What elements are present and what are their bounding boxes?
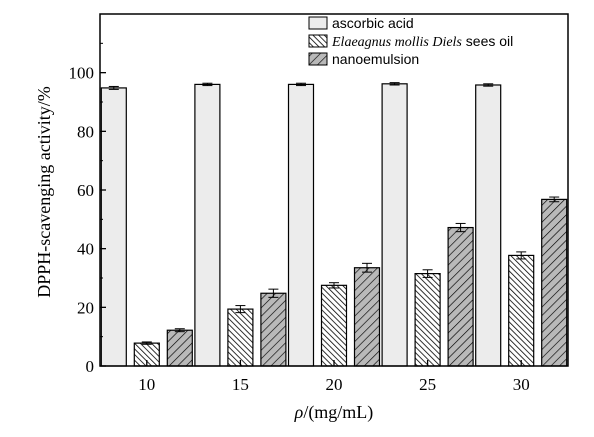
x-tick-label: 25 [419,375,436,394]
bar-s1-15 [227,308,254,367]
x-tick-label: 20 [326,375,343,394]
y-tick-label: 100 [69,64,95,83]
legend-label-0: ascorbic acid [332,15,414,31]
bar-s2-30 [541,198,568,367]
bar-s2-20 [353,267,381,367]
legend-label-text-0: ascorbic acid [332,15,414,31]
bar-s0-25 [381,83,408,367]
x-axis-title: ρ/(mg/mL) [294,402,374,423]
bar-s1-25 [414,273,441,367]
bar-s0-30 [475,84,502,367]
legend-label-1: Elaeagnus mollis Diels sees oil [331,33,513,50]
bar-s1-20 [320,284,348,367]
bar-s0-20 [287,83,315,367]
bar-s1-30 [508,254,535,367]
legend-swatch-2 [308,52,328,66]
x-tick-label: 10 [138,375,155,394]
y-axis-title: DPPH-scavenging activity/% [34,86,54,297]
y-tick-label: 40 [77,240,94,259]
legend-swatch-1 [308,34,328,48]
bar-s2-25 [447,226,474,367]
legend-label-text-1: sees oil [462,33,513,49]
legend-label-text-2: nanoemulsion [332,51,419,67]
bar-s0-10 [100,87,127,367]
bar-s0-15 [194,83,221,367]
x-tick-label: 30 [513,375,530,394]
bars-layer [100,83,568,367]
x-tick-label: 15 [232,375,249,394]
x-axis-title-symbol: ρ [294,402,304,422]
x-axis: 10 15 20 25 30 [138,360,530,394]
y-axis: 0 20 40 60 80 100 [69,42,106,376]
bar-s2-15 [260,292,287,367]
y-tick-label: 60 [77,181,94,200]
y-tick-label: 0 [86,357,95,376]
legend: ascorbic acid Elaeagnus mollis Diels sees… [308,15,513,67]
x-axis-title-unit: /(mg/mL) [303,402,373,423]
y-tick-label: 80 [77,122,94,141]
bar-s2-10 [166,329,193,367]
legend-label-2: nanoemulsion [332,51,419,67]
y-tick-label: 20 [77,298,94,317]
error-bars-layer [108,82,560,345]
legend-swatch-0 [308,16,328,30]
legend-label-italic-1: Elaeagnus mollis Diels [331,35,462,50]
